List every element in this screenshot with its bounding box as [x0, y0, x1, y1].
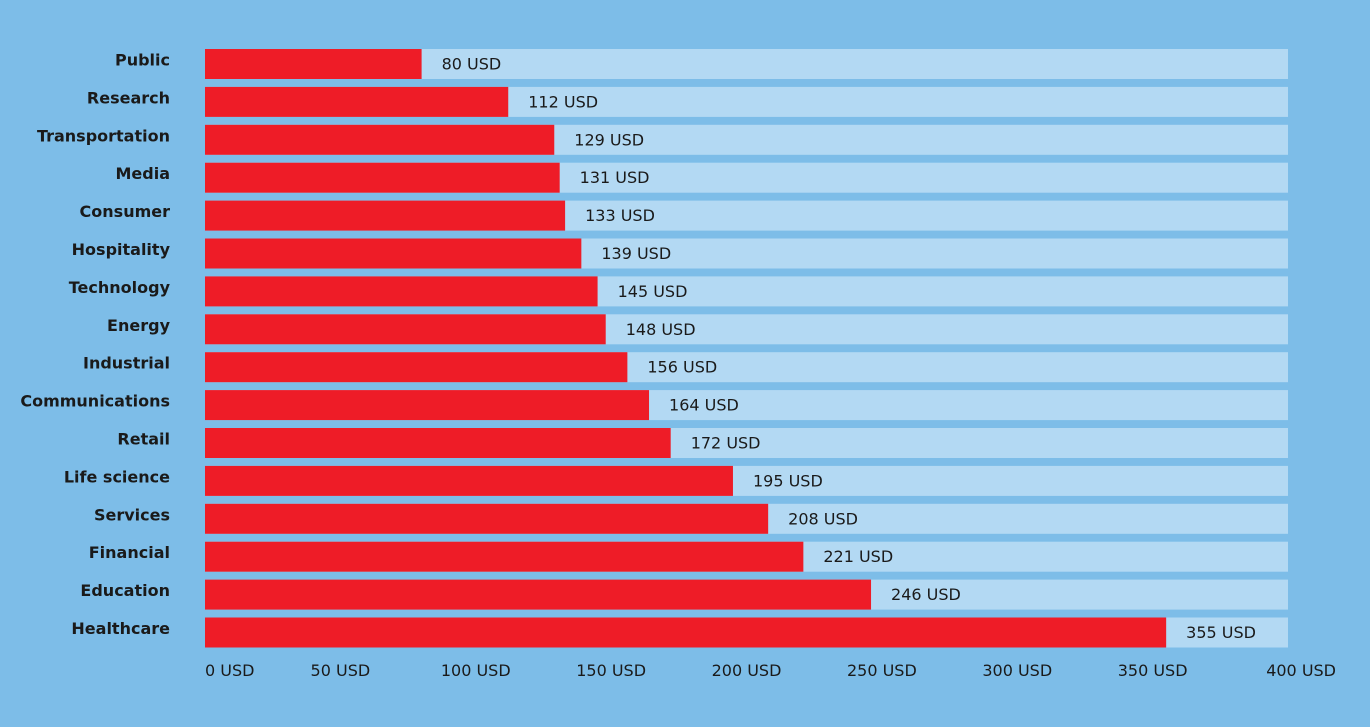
bar: [205, 352, 628, 383]
category-label: Research: [87, 88, 170, 107]
value-label: 156 USD: [647, 358, 717, 377]
category-label: Energy: [107, 316, 171, 335]
value-label: 129 USD: [574, 130, 644, 149]
category-label: Healthcare: [71, 619, 170, 638]
bar: [205, 162, 560, 193]
value-label: 80 USD: [442, 55, 502, 74]
value-label: 172 USD: [691, 434, 761, 453]
value-label: 145 USD: [618, 282, 688, 301]
category-label: Hospitality: [72, 240, 171, 259]
value-label: 246 USD: [891, 585, 961, 604]
bar: [205, 617, 1167, 648]
x-tick-label: 250 USD: [847, 661, 917, 680]
x-tick-label: 50 USD: [311, 661, 371, 680]
bar: [205, 541, 804, 572]
category-label: Technology: [69, 278, 171, 297]
value-label: 355 USD: [1186, 623, 1256, 642]
category-label: Education: [80, 581, 170, 600]
x-tick-label: 300 USD: [982, 661, 1052, 680]
x-tick-label: 150 USD: [576, 661, 646, 680]
category-label: Public: [115, 51, 170, 70]
category-label: Consumer: [80, 202, 171, 221]
value-label: 208 USD: [788, 509, 858, 528]
bar: [205, 314, 606, 345]
bar: [205, 86, 509, 117]
category-label: Transportation: [37, 126, 170, 145]
x-tick-label: 0 USD: [205, 661, 254, 680]
category-label: Retail: [117, 430, 170, 449]
bar: [205, 390, 650, 421]
bar-rows: Public 80 USD Research 112 USD Transportatio…: [20, 49, 1288, 648]
category-label: Financial: [89, 543, 170, 562]
bar: [205, 465, 733, 496]
x-tick-label: 350 USD: [1118, 661, 1188, 680]
bar: [205, 276, 598, 307]
value-label: 133 USD: [585, 206, 655, 225]
value-label: 112 USD: [528, 92, 598, 111]
category-label: Communications: [20, 392, 170, 411]
bar: [205, 503, 769, 534]
value-label: 131 USD: [580, 168, 650, 187]
bar: [205, 200, 566, 231]
bar: [205, 428, 671, 458]
value-label: 195 USD: [753, 471, 823, 490]
x-tick-label: 400 USD: [1266, 661, 1336, 680]
category-label: Media: [115, 164, 170, 183]
x-tick-label: 100 USD: [441, 661, 511, 680]
bar: [205, 49, 422, 79]
x-tick-label: 200 USD: [712, 661, 782, 680]
bar: [205, 579, 872, 610]
category-label: Life science: [64, 467, 170, 486]
value-label: 148 USD: [626, 320, 696, 339]
value-label: 139 USD: [601, 244, 671, 263]
category-label: Industrial: [83, 354, 170, 373]
value-label: 221 USD: [823, 547, 893, 566]
value-label: 164 USD: [669, 396, 739, 415]
x-axis-ticks: 0 USD 50 USD 100 USD 150 USD 200 USD 250 USD 3…: [205, 661, 1336, 680]
bar: [205, 124, 555, 155]
bar: [205, 238, 582, 269]
category-label: Services: [94, 505, 170, 524]
